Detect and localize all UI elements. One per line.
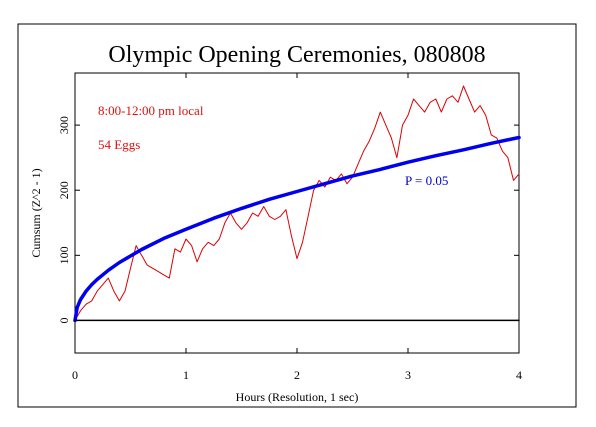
x-tick-label-4: 4 [516, 368, 522, 382]
annotation-probability: P = 0.05 [405, 173, 448, 188]
chart-title: Olympic Opening Ceremonies, 080808 [108, 42, 485, 68]
cumsum-line [74, 85, 520, 321]
x-tick-label-1: 1 [183, 368, 189, 382]
y-tick-label-0: 0 [57, 317, 71, 323]
y-axis-label: Cumsum (Z^2 - 1) [29, 168, 43, 257]
x-tick-label-0: 0 [72, 368, 78, 382]
y-tick-label-2: 200 [57, 181, 71, 199]
x-tick-label-2: 2 [294, 368, 300, 382]
y-tick-label-1: 100 [57, 246, 71, 264]
plot-area: 0 1 2 3 4 0 100 200 300 [57, 72, 522, 382]
probability-envelope-line [73, 135, 521, 323]
annotation-eggs: 54 Eggs [98, 137, 140, 152]
chart-outer-frame [17, 23, 577, 408]
annotation-time: 8:00-12:00 pm local [98, 103, 204, 118]
x-axis-label: Hours (Resolution, 1 sec) [236, 390, 359, 404]
x-tick-label-3: 3 [405, 368, 411, 382]
y-tick-label-3: 300 [57, 116, 71, 134]
